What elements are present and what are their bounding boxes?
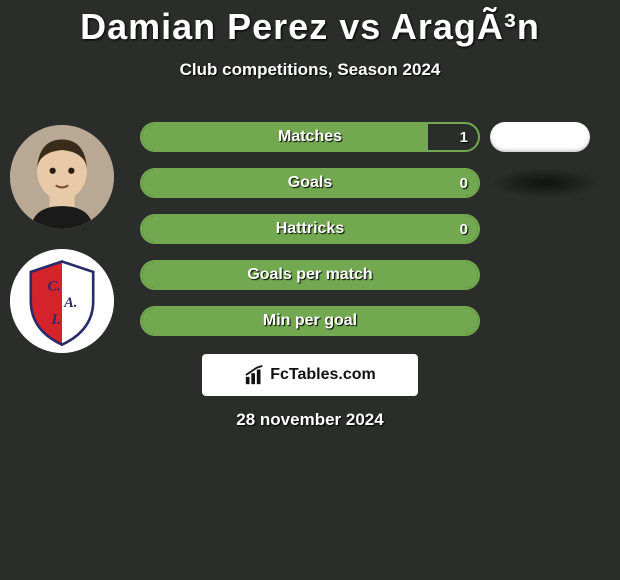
stat-label: Goals xyxy=(288,174,332,192)
stat-bar-goals-per-match: Goals per match xyxy=(140,260,480,290)
right-pills-column xyxy=(490,122,600,214)
svg-text:C.: C. xyxy=(47,279,60,295)
left-avatars: C. A. I. xyxy=(10,125,114,353)
stat-value: 0 xyxy=(460,216,468,242)
stat-value: 0 xyxy=(460,170,468,196)
chart-icon xyxy=(244,364,266,386)
footer-brand-text: FcTables.com xyxy=(270,366,376,384)
player-face-icon xyxy=(10,125,114,229)
footer-brand-badge[interactable]: FcTables.com xyxy=(202,354,418,396)
stat-bar-hattricks: Hattricks 0 xyxy=(140,214,480,244)
svg-text:A.: A. xyxy=(63,295,77,311)
stat-label: Matches xyxy=(278,128,342,146)
stat-label: Hattricks xyxy=(276,220,344,238)
page-title: Damian Perez vs AragÃ³n xyxy=(0,0,620,48)
club-shield-icon: C. A. I. xyxy=(10,249,114,353)
club-badge: C. A. I. xyxy=(10,249,114,353)
stat-bars: Matches 1 Goals 0 Hattricks 0 Goals per … xyxy=(140,122,480,352)
stat-bar-min-per-goal: Min per goal xyxy=(140,306,480,336)
right-pill-shadow xyxy=(490,168,600,198)
stat-value: 1 xyxy=(460,124,468,150)
player-avatar xyxy=(10,125,114,229)
right-pill xyxy=(490,122,590,152)
date-text: 28 november 2024 xyxy=(0,410,620,430)
subtitle: Club competitions, Season 2024 xyxy=(0,60,620,80)
stat-bar-goals: Goals 0 xyxy=(140,168,480,198)
svg-text:I.: I. xyxy=(51,312,61,328)
stat-label: Goals per match xyxy=(247,266,372,284)
stat-bar-matches: Matches 1 xyxy=(140,122,480,152)
stat-label: Min per goal xyxy=(263,312,357,330)
